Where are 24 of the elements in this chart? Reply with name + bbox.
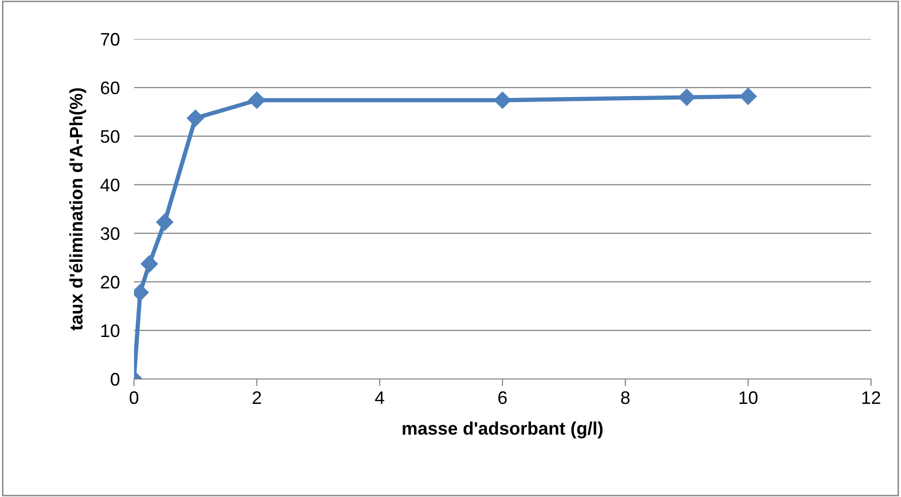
y-tick-label: 40 [100,178,120,192]
y-tick-label: 70 [100,32,120,46]
y-tick-label: 10 [101,324,120,338]
x-tick-label: 0 [130,391,138,404]
x-tick-label: 10 [740,391,758,404]
x-tick-label: 4 [375,391,384,404]
point [156,214,174,231]
y-tick-label: 50 [100,130,120,143]
point [186,110,204,127]
x-tick-label: 6 [498,391,507,404]
y-tick-label: 20 [100,276,120,289]
x-tick-label: 8 [621,391,630,404]
y-tick-label: 0 [110,372,120,386]
point [140,255,158,272]
point [740,88,757,105]
x-axis-title: masse d'adsorbant (g/l) [402,422,603,438]
x-tick-label: 12 [862,391,880,404]
point [248,92,266,109]
y-tick-label: 30 [100,227,120,240]
y-axis-title: taux d'élimination d'A-Ph(%) [69,88,86,330]
point [678,88,696,106]
point [494,92,512,109]
x-tick-label: 2 [252,391,261,404]
y-tick-label: 60 [100,82,120,94]
